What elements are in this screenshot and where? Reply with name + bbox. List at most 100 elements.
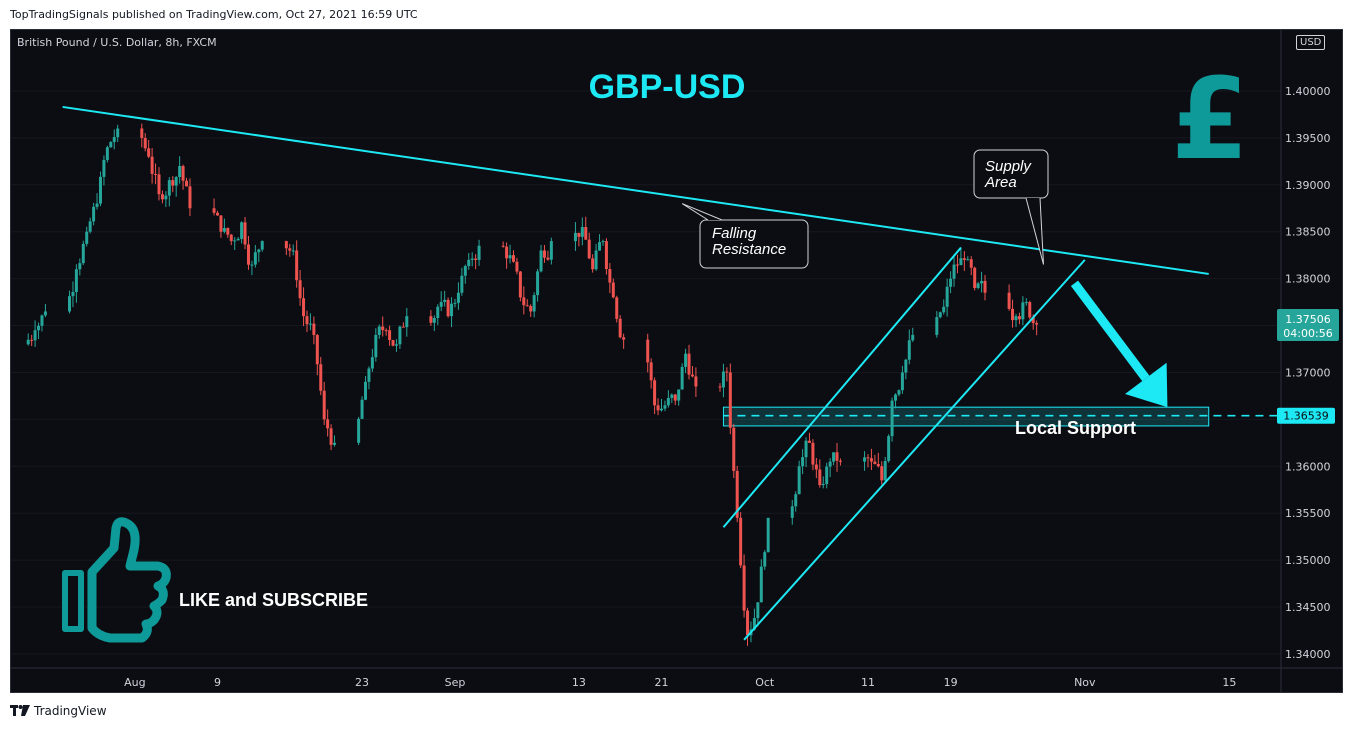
y-tick-label: 1.39000 [1285,179,1331,192]
candle-body [1021,302,1025,320]
support-price-badge [1277,407,1335,424]
tradingview-logo-icon [10,705,30,716]
candle-body [869,458,873,462]
candle-body [649,362,653,381]
forecast-arrow-head[interactable] [1125,362,1168,408]
candle-body [763,552,767,567]
candle-body [959,258,963,266]
candle-body [463,266,467,276]
grid-layer [11,90,1281,655]
candle-body [604,241,608,270]
candle-body [866,457,870,459]
channel-lower-line[interactable] [743,259,1086,641]
candle-body [216,212,220,216]
candle-body [229,234,233,242]
y-tick-label: 1.38500 [1285,226,1331,239]
y-tick-label: 1.35500 [1285,507,1331,520]
candle-body [367,368,371,382]
candle-body [501,245,505,247]
candle-body [656,405,660,411]
currency-unit-button[interactable]: USD [1296,35,1326,50]
candle-body [549,241,553,260]
candle-body [401,326,405,328]
candle-body [456,292,460,303]
candle-body [807,440,811,443]
candle-body [573,232,577,242]
candle-body [432,317,436,323]
support-zone[interactable] [722,406,1210,427]
candle-body [801,457,805,467]
candle-body [284,241,288,249]
candle-body [74,269,78,292]
candle-body [477,245,481,260]
candle-body [935,317,939,335]
supply-area-callout-text: Area [984,174,1017,191]
candle-body [250,264,254,266]
candle-body [233,240,237,242]
candle-body [608,269,612,283]
candle-body [1031,317,1035,324]
candle-body [618,318,622,338]
candle-body [505,246,509,259]
candle-body [315,334,319,365]
candle-body [911,334,915,341]
x-tick-label: Aug [124,676,145,689]
candle-body [71,291,75,297]
published-header: TopTradingSignals published on TradingVi… [10,8,418,21]
candle-body [949,278,953,287]
candle-body [756,602,760,619]
candle-body [945,286,949,307]
symbol-line: British Pound / U.S. Dollar, 8h, FXCM [17,36,217,49]
candle-body [40,315,44,326]
candle-body [154,173,158,175]
candle-body [443,299,447,302]
candle-body [515,261,519,272]
candle-body [377,326,381,335]
candle-body [942,306,946,313]
candle-body [312,323,316,335]
candle-body [295,250,299,281]
y-tick-label: 1.34500 [1285,601,1331,614]
forecast-arrow-shaft[interactable] [1070,280,1150,382]
candle-body [739,517,743,566]
candle-body [326,419,330,429]
chart-panel[interactable] [10,29,1343,693]
candle-body [446,299,450,317]
candle-body [687,353,691,375]
candle-body [474,258,478,260]
candle-body [112,137,116,143]
candle-body [684,353,688,367]
candle-body [105,147,109,160]
candle-body [814,464,818,470]
candle-body [742,565,746,611]
candle-body [381,326,385,331]
candle-body [453,302,457,304]
candle-body [828,461,832,467]
channel-upper-line[interactable] [722,247,962,528]
candle-body [591,258,595,270]
candle-body [436,306,440,318]
chart-title: GBP-USD [589,68,746,106]
x-tick-label: Sep [445,676,466,689]
candle-body [804,440,808,458]
candle-body [752,618,756,630]
candle-body [876,463,880,467]
y-tick-label: 1.39500 [1285,132,1331,145]
footer-brand[interactable]: TradingView [10,704,107,718]
falling-resistance-line[interactable] [62,105,1209,275]
candle-body [601,241,605,243]
candle-body [838,460,842,462]
candle-body [160,194,164,200]
candle-body [955,264,959,266]
candle-body [525,305,529,307]
candle-body [333,442,337,445]
candle-body [980,280,984,284]
candle-body [26,339,30,345]
candle-body [37,325,41,331]
candle-body [663,405,667,409]
candle-body [718,386,722,388]
candle-body [98,176,102,204]
